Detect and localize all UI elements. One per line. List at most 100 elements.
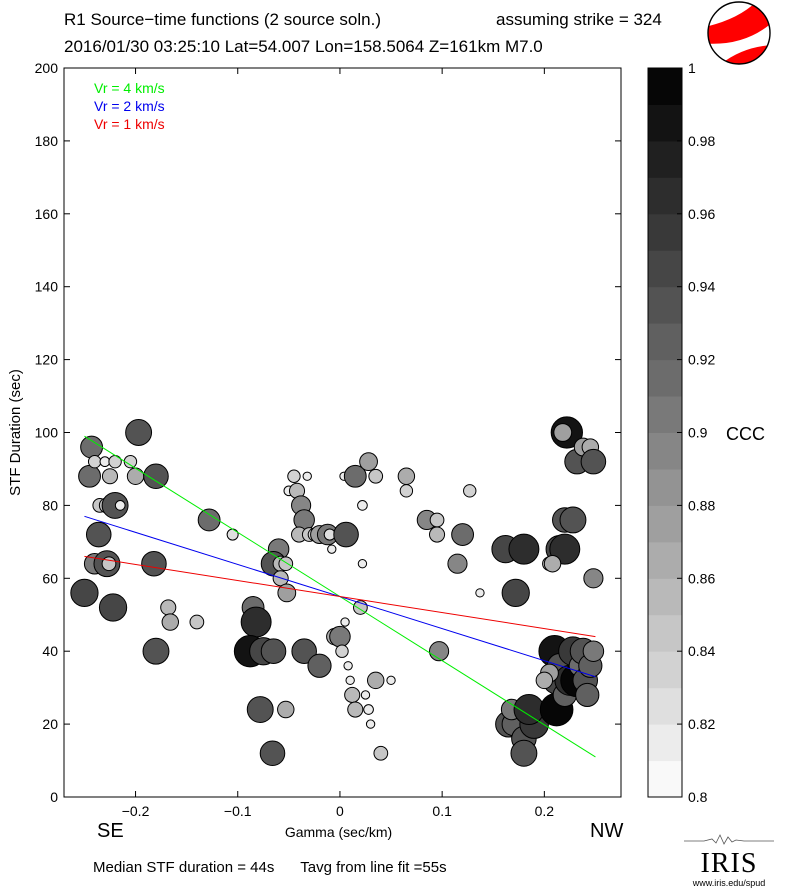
colorbar-segment [648,541,682,579]
data-point [114,500,126,511]
colorbar-segment [648,468,682,506]
data-point [99,456,111,468]
data-point [366,671,385,690]
data-point [85,521,112,548]
data-point [508,533,540,565]
data-point [123,454,138,469]
data-point [357,500,368,511]
colorbar-tick-label: 0.98 [688,133,715,149]
data-point [333,521,359,548]
data-point [277,700,295,719]
y-tick-label: 180 [35,133,59,149]
data-point [513,694,545,725]
colorbar-segment [648,578,682,616]
colorbar-tick-label: 0.94 [688,279,715,295]
data-point [161,613,180,631]
data-point [365,719,376,729]
data-point [87,454,102,469]
data-point [359,452,378,472]
data-point [329,625,351,648]
data-point [141,550,167,577]
colorbar-segment [648,68,682,105]
direction-nw-label: NW [590,820,624,842]
plot-area: −0.2 −0.1 0 0.1 0.2 0 20 40 60 80 100 120 140 160 180 2… [7,60,622,840]
x-tick-label: −0.1 [224,803,252,819]
data-point [291,638,317,664]
data-point [399,484,414,498]
data-point [343,464,367,488]
colorbar-segment [648,250,682,288]
y-tick-label: 160 [35,206,59,222]
colorbar-tick-label: 0.86 [688,570,715,586]
data-point [98,593,128,622]
data-point [307,653,332,678]
data-point [142,637,170,665]
data-point [368,468,384,484]
y-axis-label: STF Duration (sec) [7,369,24,496]
colorbar-segment [648,396,682,433]
data-point [278,556,294,572]
data-point [277,583,297,603]
x-tick-label: 0.2 [535,803,555,819]
data-point [347,701,364,718]
colorbar-tick-label: 0.8 [688,789,708,805]
data-point [357,559,368,569]
data-point [447,553,468,574]
data-point [580,448,607,475]
y-tick-label: 200 [35,60,59,76]
colorbar-segment [648,724,682,762]
y-tick-label: 40 [42,643,58,659]
footer-summary: Median STF duration = 44s Tavg from line… [93,859,469,876]
data-point [340,617,350,627]
iris-logo-url: www.iris.edu/spud [692,878,766,888]
colorbar-tick-label: 0.84 [688,643,715,659]
legend-entry: Vr = 1 km/s [94,116,165,132]
colorbar-segment [648,140,682,178]
colorbar-tick-label: 1 [688,60,696,76]
legend-entry: Vr = 2 km/s [94,98,165,114]
median-duration: Median STF duration = 44s [93,859,275,876]
x-axis-label: Gamma (sec/km) [285,824,392,840]
colorbar-tick-label: 0.88 [688,497,715,513]
colorbar-segment [648,432,682,470]
y-tick-label: 60 [42,570,58,586]
colorbar-segment [648,323,682,361]
data-point [373,745,389,761]
chart-title: R1 Source−time functions (2 source soln.… [64,10,382,29]
data-point [335,644,349,658]
colorbar-segment [648,614,682,652]
data-point [126,467,145,485]
data-point [197,508,221,532]
vr-line [84,555,596,638]
ccc-colorbar: 0.8 0.82 0.84 0.86 0.88 0.9 0.92 0.94 0.96 0.98 1 [647,60,715,805]
y-tick-label: 80 [42,497,58,513]
data-point [429,512,445,528]
data-point [246,696,274,723]
data-point [226,528,239,541]
iris-logo: IRIS www.iris.edu/spud [684,832,774,889]
colorbar-segment [648,213,682,251]
data-point [125,419,153,446]
colorbar-segment [648,286,682,324]
event-info: 2016/01/30 03:25:10 Lat=54.007 Lon=158.5… [64,37,543,56]
data-point [501,578,530,608]
data-point [535,671,554,690]
data-point [575,682,600,708]
strike-label: assuming strike = 324 [496,10,662,29]
data-point [345,675,355,686]
data-point [101,556,117,572]
data-point [429,641,450,662]
colorbar-segment [648,651,682,689]
seismogram-icon [684,834,774,845]
iris-logo-text: IRIS [700,848,758,879]
x-tick-label: 0 [336,803,344,819]
colorbar-segment [648,505,682,543]
colorbar-tick-label: 0.92 [688,352,715,368]
colorbar-tick-label: 0.82 [688,716,715,732]
data-point [360,690,371,700]
direction-se-label: SE [97,820,124,842]
x-tick-label: 0.1 [432,803,452,819]
data-point [143,463,169,490]
focal-mechanism-beachball-icon [707,1,771,65]
